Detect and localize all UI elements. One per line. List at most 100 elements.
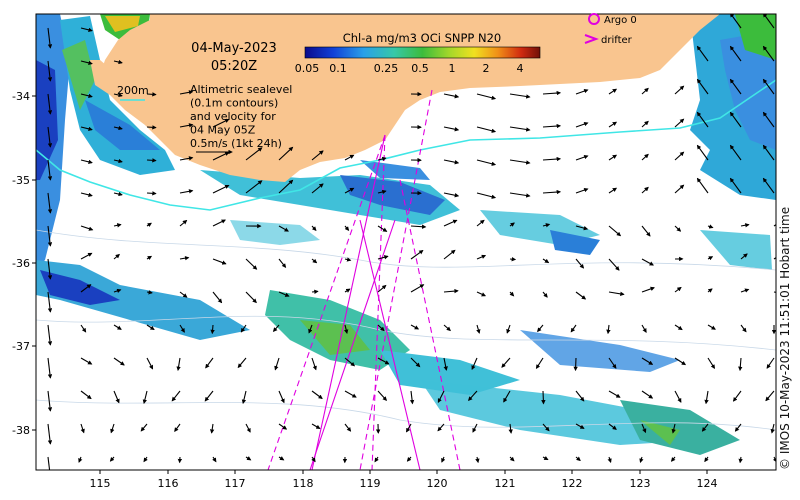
velocity-arrow — [443, 357, 448, 371]
land-layer — [90, 14, 720, 182]
x-tick-label: 123 — [630, 477, 651, 490]
velocity-arrow — [47, 423, 53, 445]
velocity-arrow — [542, 123, 562, 129]
velocity-arrow — [47, 159, 53, 181]
legend: Argo 0 drifter — [584, 13, 637, 46]
velocity-arrow — [443, 126, 460, 132]
velocity-arrow — [179, 324, 185, 333]
velocity-arrow — [308, 324, 313, 334]
velocity-arrow — [738, 357, 743, 372]
map-date: 04-May-2023 — [191, 41, 277, 56]
velocity-arrow — [47, 225, 53, 247]
velocity-arrow — [146, 158, 157, 163]
velocity-arrow — [542, 423, 550, 432]
velocity-arrow — [278, 225, 289, 232]
x-tick-label: 115 — [90, 477, 111, 490]
velocity-arrow — [508, 423, 513, 434]
velocity-arrow — [377, 189, 387, 195]
velocity-arrow — [468, 390, 478, 402]
velocity-arrow — [696, 177, 709, 194]
velocity-arrow — [47, 93, 53, 115]
velocity-arrow — [80, 159, 93, 164]
velocity-arrow — [476, 93, 497, 100]
colorbar-tick-label: 0.05 — [295, 62, 320, 75]
velocity-arrow — [212, 456, 217, 463]
velocity-arrow — [80, 390, 92, 400]
velocity-arrow — [311, 289, 319, 294]
velocity-arrow — [766, 357, 775, 369]
velocity-arrow — [205, 357, 214, 369]
x-tick-label: 118 — [293, 477, 314, 490]
chlorophyll-layer — [36, 14, 776, 455]
velocity-arrow — [608, 390, 621, 398]
velocity-arrow — [575, 121, 589, 128]
velocity-arrow — [772, 456, 776, 463]
velocity-arrow — [278, 146, 294, 161]
colorbar-tick-label: 2 — [483, 62, 490, 75]
velocity-arrow — [674, 357, 687, 366]
velocity-arrow — [240, 324, 247, 333]
velocity-arrow — [707, 224, 714, 229]
velocity-arrow — [608, 357, 617, 369]
velocity-arrow — [740, 253, 748, 260]
velocity-arrow — [377, 225, 388, 232]
velocity-arrow — [476, 126, 497, 133]
velocity-arrow — [740, 288, 750, 293]
velocity-arrow — [608, 187, 618, 194]
velocity-arrow — [575, 187, 589, 194]
velocity-arrow — [174, 423, 181, 433]
velocity-arrow — [374, 456, 379, 463]
velocity-arrow — [176, 357, 181, 371]
velocity-arrow — [573, 357, 578, 372]
velocity-arrow — [80, 27, 93, 32]
velocity-arrow — [80, 324, 87, 333]
velocity-arrow — [475, 456, 480, 464]
colorbar-tick-label: 0.5 — [411, 62, 429, 75]
velocity-arrow — [729, 144, 742, 161]
velocity-arrow — [729, 14, 742, 29]
velocity-arrow — [344, 324, 349, 334]
velocity-arrow — [443, 159, 460, 165]
velocity-arrow — [707, 288, 713, 293]
velocity-arrow — [212, 291, 223, 304]
velocity-arrow — [707, 256, 714, 261]
velocity-arrow — [142, 390, 148, 405]
velocity-arrow — [575, 258, 585, 269]
velocity-arrow — [575, 291, 587, 300]
velocity-arrow — [740, 324, 747, 333]
velocity-arrow — [146, 324, 155, 330]
velocity-arrow — [377, 255, 389, 260]
velocity-arrow — [212, 184, 230, 194]
argo-marker-icon — [588, 13, 600, 25]
velocity-arrow — [641, 120, 649, 128]
x-tick-label: 121 — [495, 477, 516, 490]
velocity-arrow — [542, 258, 550, 264]
velocity-arrow — [278, 291, 290, 297]
velocity-arrow — [641, 286, 655, 293]
velocity-arrow — [509, 192, 531, 198]
velocity-arrow — [344, 357, 356, 367]
velocity-arrow — [146, 191, 157, 196]
velocity-arrow — [179, 156, 194, 161]
velocity-arrow — [204, 390, 214, 402]
velocity-arrow — [179, 90, 194, 95]
velocity-arrow — [641, 153, 649, 161]
velocity-arrow — [377, 357, 390, 365]
velocity-arrow — [674, 225, 682, 232]
altimetry-note-line: 04 May 05Z — [190, 124, 256, 137]
credit-text: © IMOS 10-May-2023 11:51:01 Hobart time — [778, 206, 792, 470]
velocity-arrow — [608, 258, 620, 271]
velocity-arrow — [738, 456, 743, 464]
velocity-arrow — [311, 225, 317, 232]
velocity-arrow — [575, 390, 585, 402]
velocity-arrow — [80, 252, 93, 260]
velocity-arrow — [80, 126, 93, 131]
velocity-arrow — [476, 254, 487, 260]
velocity-arrow — [509, 456, 515, 462]
velocity-arrow — [146, 255, 153, 261]
velocity-arrow — [740, 223, 750, 228]
velocity-arrow — [47, 60, 53, 82]
velocity-arrow — [409, 390, 415, 405]
velocity-arrow — [80, 60, 93, 65]
